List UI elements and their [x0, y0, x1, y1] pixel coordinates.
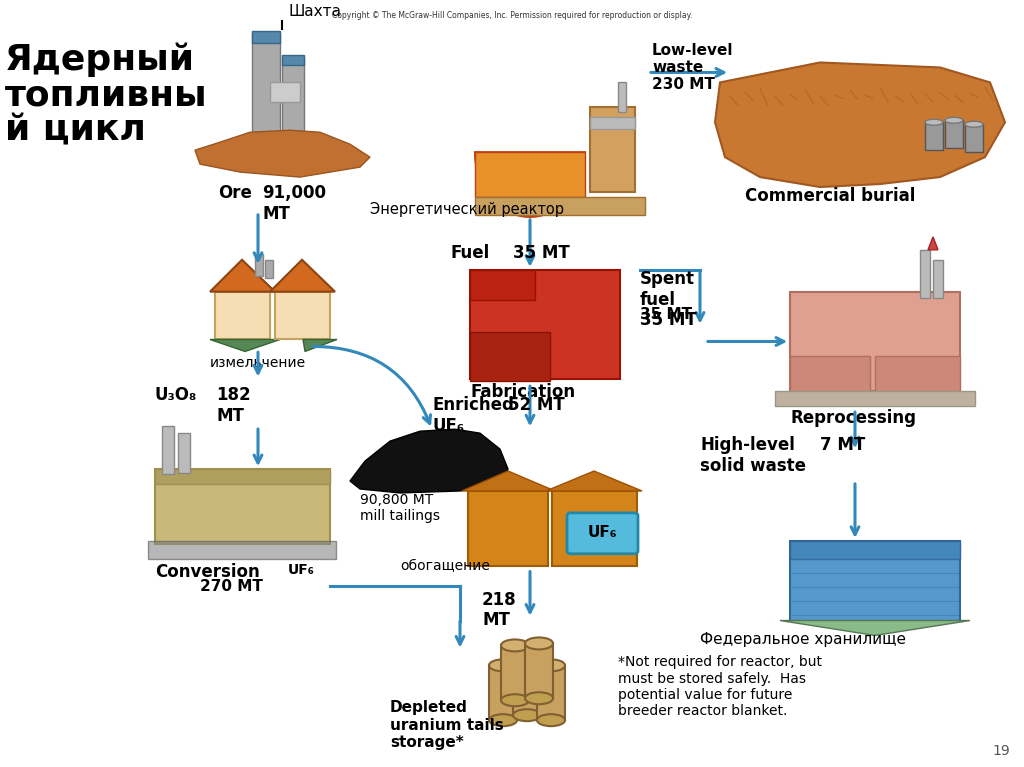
Text: 270 MT: 270 MT — [200, 578, 263, 594]
Text: Spent
fuel
35 MT: Spent fuel 35 MT — [640, 270, 696, 329]
Text: UF₆: UF₆ — [288, 563, 314, 577]
Bar — [501, 645, 529, 700]
Text: U₃O₈: U₃O₈ — [155, 387, 198, 404]
Bar — [148, 541, 336, 558]
Ellipse shape — [925, 120, 943, 125]
Text: UF₆: UF₆ — [587, 525, 616, 540]
Ellipse shape — [501, 640, 529, 651]
Text: 35 MT: 35 MT — [640, 307, 692, 321]
Bar — [255, 254, 263, 275]
Ellipse shape — [513, 709, 541, 721]
Text: 7 MT: 7 MT — [820, 436, 865, 454]
Text: 35 MT: 35 MT — [513, 244, 569, 262]
Bar — [790, 541, 961, 621]
Text: Commercial burial: Commercial burial — [745, 187, 915, 205]
Text: Ядерный
топливны
й цикл: Ядерный топливны й цикл — [5, 42, 208, 148]
Bar — [275, 291, 330, 340]
Bar — [282, 58, 304, 142]
Polygon shape — [210, 340, 280, 351]
Polygon shape — [210, 260, 275, 291]
Text: измельчение: измельчение — [210, 357, 306, 370]
Text: Энергетический реактор: Энергетический реактор — [370, 202, 564, 217]
Ellipse shape — [537, 714, 565, 726]
Bar — [552, 491, 637, 566]
Bar — [252, 31, 280, 42]
Bar — [470, 270, 620, 380]
Text: 90,800 MT
mill tailings: 90,800 MT mill tailings — [360, 493, 440, 523]
Text: *Not required for reactor, but
must be stored safely.  Has
potential value for f: *Not required for reactor, but must be s… — [618, 655, 822, 718]
Polygon shape — [303, 340, 337, 351]
Bar — [162, 426, 174, 474]
Ellipse shape — [489, 714, 517, 726]
Polygon shape — [350, 430, 508, 493]
Bar — [470, 331, 550, 381]
Bar — [215, 291, 270, 340]
Bar — [470, 270, 535, 300]
Text: обогащение: обогащение — [400, 558, 489, 573]
Text: Reprocessing: Reprocessing — [790, 410, 916, 427]
Polygon shape — [270, 260, 335, 291]
Bar — [155, 469, 330, 544]
Bar — [513, 660, 541, 715]
Bar — [790, 291, 961, 391]
Text: Low-level
waste
230 MT: Low-level waste 230 MT — [652, 42, 733, 92]
Text: 182
MT: 182 MT — [216, 387, 251, 425]
Bar — [618, 82, 626, 112]
Polygon shape — [475, 152, 585, 217]
Ellipse shape — [525, 693, 553, 704]
Polygon shape — [780, 621, 970, 636]
Text: Шахта: Шахта — [288, 4, 341, 18]
Ellipse shape — [945, 117, 963, 123]
Bar — [775, 391, 975, 407]
Bar — [590, 107, 635, 192]
Bar — [155, 469, 330, 484]
Bar — [489, 665, 517, 720]
Text: Conversion: Conversion — [155, 563, 260, 581]
Bar — [945, 120, 963, 148]
Text: Enriched
UF₆: Enriched UF₆ — [432, 397, 514, 435]
Ellipse shape — [501, 694, 529, 706]
Text: Федеральное хранилище: Федеральное хранилище — [700, 633, 906, 647]
Bar — [874, 357, 961, 397]
Bar — [933, 260, 943, 298]
Polygon shape — [546, 471, 642, 491]
Text: Depleted
uranium tails
storage*: Depleted uranium tails storage* — [390, 700, 504, 750]
Bar — [590, 117, 635, 129]
Ellipse shape — [489, 660, 517, 671]
Bar — [925, 122, 943, 150]
FancyBboxPatch shape — [567, 513, 638, 554]
Text: 52 MT: 52 MT — [508, 397, 565, 414]
Bar — [790, 541, 961, 558]
Polygon shape — [195, 130, 370, 177]
Bar — [965, 124, 983, 152]
Bar — [178, 433, 190, 473]
Text: High-level
solid waste: High-level solid waste — [700, 436, 806, 475]
Bar — [270, 82, 300, 102]
Bar — [537, 665, 565, 720]
Bar — [252, 32, 280, 142]
Bar — [475, 152, 585, 197]
Ellipse shape — [525, 637, 553, 650]
Text: Fuel: Fuel — [450, 244, 489, 262]
Bar — [475, 197, 645, 215]
Bar — [282, 55, 304, 65]
Text: Copyright © The McGraw-Hill Companies, Inc. Permission required for reproduction: Copyright © The McGraw-Hill Companies, I… — [332, 11, 692, 20]
Ellipse shape — [513, 654, 541, 667]
Bar — [468, 491, 548, 566]
Text: 91,000
MT: 91,000 MT — [262, 184, 326, 223]
Polygon shape — [928, 237, 938, 250]
Bar — [790, 357, 870, 397]
Text: Fabrication: Fabrication — [470, 384, 575, 401]
Polygon shape — [462, 471, 555, 491]
Text: 19: 19 — [992, 744, 1010, 758]
Text: Ore: Ore — [218, 184, 252, 202]
Polygon shape — [715, 62, 1005, 187]
Bar — [265, 260, 273, 278]
Bar — [525, 644, 553, 698]
Text: 218
MT: 218 MT — [482, 591, 517, 630]
Ellipse shape — [965, 121, 983, 127]
Ellipse shape — [537, 660, 565, 671]
Bar — [920, 250, 930, 298]
